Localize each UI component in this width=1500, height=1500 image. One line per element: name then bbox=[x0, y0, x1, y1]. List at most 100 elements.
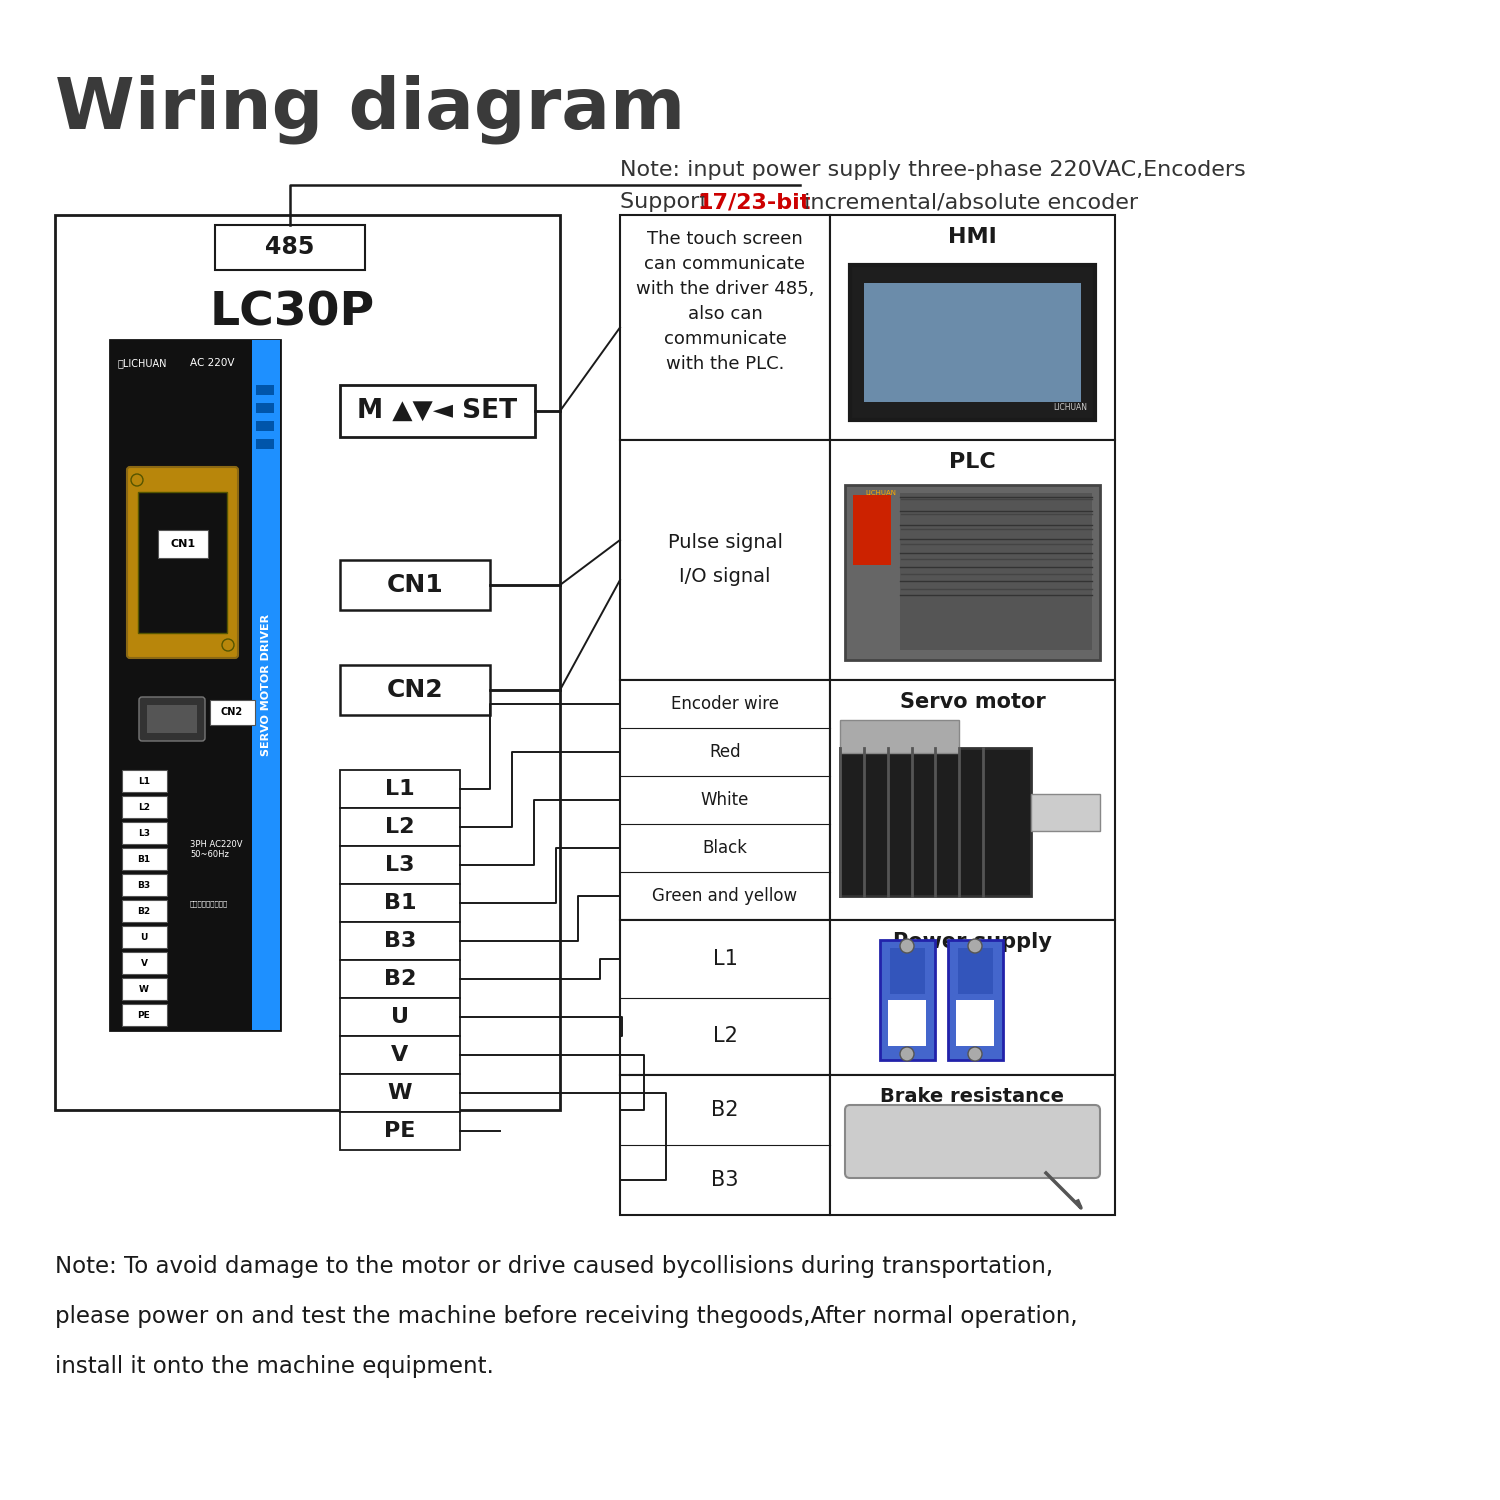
Text: PE: PE bbox=[384, 1120, 416, 1142]
Text: W: W bbox=[140, 984, 148, 993]
Text: 3PH AC220V
50~60Hz: 3PH AC220V 50~60Hz bbox=[190, 840, 243, 860]
Bar bbox=[620, 1076, 830, 1215]
Bar bbox=[1030, 794, 1100, 831]
Bar bbox=[340, 998, 460, 1036]
Text: L3: L3 bbox=[386, 855, 414, 874]
Bar bbox=[620, 680, 830, 920]
Bar bbox=[138, 492, 226, 633]
Bar bbox=[888, 1000, 926, 1045]
Bar bbox=[844, 484, 1100, 660]
Bar bbox=[122, 1004, 166, 1026]
Bar bbox=[340, 922, 460, 960]
Bar bbox=[256, 404, 274, 412]
Bar bbox=[830, 440, 1114, 680]
Bar bbox=[840, 748, 1030, 896]
Text: L1: L1 bbox=[386, 778, 416, 800]
FancyBboxPatch shape bbox=[140, 698, 206, 741]
Circle shape bbox=[130, 474, 142, 486]
Text: PLC: PLC bbox=[950, 452, 996, 472]
Text: U: U bbox=[141, 933, 147, 942]
Text: Encoder wire: Encoder wire bbox=[670, 694, 778, 712]
Text: AC 220V: AC 220V bbox=[190, 358, 234, 368]
Bar bbox=[256, 440, 274, 448]
Text: CN1: CN1 bbox=[171, 538, 195, 549]
Text: L1: L1 bbox=[138, 777, 150, 786]
Bar bbox=[620, 214, 830, 440]
Bar bbox=[122, 900, 166, 922]
Text: B2: B2 bbox=[138, 906, 150, 915]
Bar bbox=[850, 266, 1095, 420]
Text: White: White bbox=[700, 790, 748, 808]
Bar bbox=[620, 920, 830, 1076]
Text: Pulse signal
I/O signal: Pulse signal I/O signal bbox=[668, 534, 783, 586]
Text: LICHUAN: LICHUAN bbox=[1053, 404, 1088, 412]
Circle shape bbox=[968, 1047, 982, 1060]
Text: L1: L1 bbox=[712, 950, 738, 969]
Text: 17/23-bit: 17/23-bit bbox=[698, 192, 810, 211]
Text: CN2: CN2 bbox=[387, 678, 444, 702]
Bar bbox=[948, 940, 1004, 1060]
Bar bbox=[56, 214, 560, 1110]
Text: ⓁLICHUAN: ⓁLICHUAN bbox=[118, 358, 168, 368]
Bar bbox=[830, 1076, 1114, 1215]
Bar bbox=[340, 664, 490, 716]
Text: HMI: HMI bbox=[948, 226, 998, 248]
Bar bbox=[147, 705, 196, 734]
Text: please power on and test the machine before receiving thegoods,After normal oper: please power on and test the machine bef… bbox=[56, 1305, 1077, 1328]
Text: M ▲▼◄ SET: M ▲▼◄ SET bbox=[357, 398, 518, 424]
Bar bbox=[830, 214, 1114, 440]
Bar bbox=[122, 847, 166, 870]
Text: SERVO MOTOR DRIVER: SERVO MOTOR DRIVER bbox=[261, 614, 272, 756]
Bar bbox=[256, 422, 274, 430]
Text: install it onto the machine equipment.: install it onto the machine equipment. bbox=[56, 1354, 494, 1378]
Bar bbox=[122, 952, 166, 974]
Text: Red: Red bbox=[710, 742, 741, 760]
Bar bbox=[340, 884, 460, 922]
Bar bbox=[158, 530, 209, 558]
Text: Servo motor: Servo motor bbox=[900, 692, 1046, 712]
Text: B1: B1 bbox=[138, 855, 150, 864]
Bar bbox=[880, 940, 934, 1060]
Text: L2: L2 bbox=[712, 1026, 738, 1047]
Bar bbox=[340, 846, 460, 883]
Text: B1: B1 bbox=[384, 892, 416, 914]
Bar bbox=[122, 822, 166, 844]
FancyBboxPatch shape bbox=[844, 1106, 1100, 1178]
Bar bbox=[210, 700, 255, 724]
Text: Wiring diagram: Wiring diagram bbox=[56, 75, 686, 144]
Text: V: V bbox=[392, 1046, 408, 1065]
Text: CN2: CN2 bbox=[220, 706, 243, 717]
Bar bbox=[956, 1000, 994, 1045]
Text: Note: input power supply three-phase 220VAC,Encoders: Note: input power supply three-phase 220… bbox=[620, 160, 1245, 180]
Bar bbox=[214, 225, 364, 270]
Text: B3: B3 bbox=[711, 1170, 738, 1190]
Text: L2: L2 bbox=[138, 802, 150, 812]
Bar bbox=[340, 960, 460, 998]
Text: Green and yellow: Green and yellow bbox=[652, 886, 798, 904]
Text: B3: B3 bbox=[138, 880, 150, 890]
Text: Note: To avoid damage to the motor or drive caused bycollisions during transport: Note: To avoid damage to the motor or dr… bbox=[56, 1256, 1053, 1278]
Bar bbox=[958, 948, 993, 993]
Text: LC30P: LC30P bbox=[210, 290, 375, 334]
Bar bbox=[340, 560, 490, 610]
Text: L3: L3 bbox=[138, 828, 150, 837]
Text: Support: Support bbox=[620, 192, 716, 211]
Bar bbox=[340, 1112, 460, 1150]
Text: B3: B3 bbox=[384, 932, 416, 951]
Bar bbox=[864, 284, 1082, 402]
Bar bbox=[340, 770, 460, 808]
Bar bbox=[340, 808, 460, 846]
Text: PE: PE bbox=[138, 1011, 150, 1020]
Circle shape bbox=[968, 939, 982, 952]
Text: U: U bbox=[392, 1007, 410, 1028]
Bar bbox=[890, 948, 926, 993]
Bar bbox=[122, 770, 166, 792]
Bar bbox=[340, 1036, 460, 1074]
Circle shape bbox=[222, 639, 234, 651]
Circle shape bbox=[900, 1047, 914, 1060]
Text: V: V bbox=[141, 958, 147, 968]
Bar bbox=[830, 680, 1114, 920]
Circle shape bbox=[900, 939, 914, 952]
Bar bbox=[900, 494, 1092, 650]
Text: LICHUAN: LICHUAN bbox=[865, 490, 895, 496]
